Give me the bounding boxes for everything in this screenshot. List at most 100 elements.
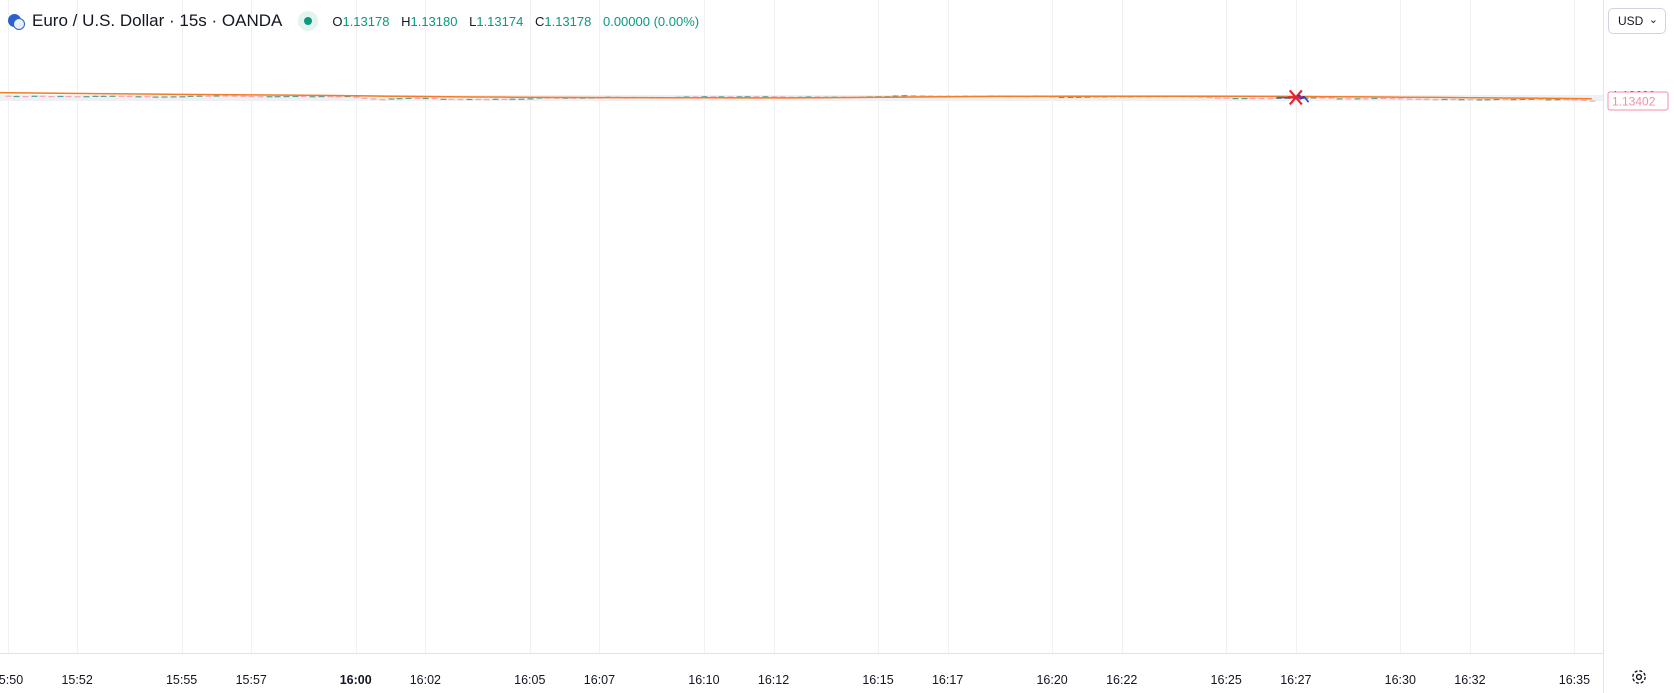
candle-up[interactable] — [100, 95, 107, 97]
candle-down[interactable] — [1258, 97, 1265, 100]
candle-down[interactable] — [1450, 98, 1457, 101]
status-dot-icon[interactable] — [298, 11, 319, 31]
candle-up[interactable] — [396, 98, 403, 100]
candle-up[interactable] — [1241, 97, 1248, 100]
candle-up[interactable] — [388, 98, 395, 100]
candle-down[interactable] — [448, 98, 455, 100]
candle-down[interactable] — [1249, 97, 1256, 100]
candle-up[interactable] — [1310, 97, 1317, 99]
candle-down[interactable] — [919, 95, 926, 97]
candle-down[interactable] — [1389, 97, 1396, 100]
candle-up[interactable] — [1354, 98, 1361, 100]
candle-up[interactable] — [1484, 99, 1491, 101]
candle-down[interactable] — [22, 95, 29, 98]
candle-down[interactable] — [361, 97, 368, 99]
candle-down[interactable] — [1319, 97, 1326, 99]
candle-up[interactable] — [718, 96, 725, 98]
candle-down[interactable] — [1415, 98, 1422, 100]
candle-down[interactable] — [240, 95, 247, 97]
candle-up[interactable] — [1336, 98, 1343, 100]
candle-up[interactable] — [83, 95, 90, 98]
candle-down[interactable] — [692, 96, 699, 98]
candle-up[interactable] — [1476, 99, 1483, 101]
candle-up[interactable] — [1510, 99, 1517, 101]
candle-down[interactable] — [379, 98, 386, 101]
gear-icon[interactable] — [1630, 668, 1648, 686]
candle-down[interactable] — [483, 98, 490, 101]
candle-down[interactable] — [248, 95, 255, 98]
candle-down[interactable] — [1397, 98, 1404, 100]
candle-down[interactable] — [771, 96, 778, 98]
candle-up[interactable] — [1458, 99, 1465, 101]
candle-down[interactable] — [1223, 97, 1230, 99]
candle-down[interactable] — [431, 97, 438, 100]
candle-up[interactable] — [309, 96, 316, 98]
candle-down[interactable] — [501, 98, 508, 100]
candle-down[interactable] — [1380, 97, 1387, 100]
candle-down[interactable] — [1467, 98, 1474, 101]
candle-down[interactable] — [753, 96, 760, 98]
candle-up[interactable] — [518, 98, 525, 100]
candle-down[interactable] — [39, 95, 46, 97]
candle-down[interactable] — [126, 95, 133, 98]
time-axis[interactable]: 15:50 15:52 15:55 15:57 16:00 16:02 16:05 16:07… — [0, 673, 1590, 687]
candle-down[interactable] — [1214, 97, 1221, 99]
candle-up[interactable] — [440, 98, 447, 100]
candle-up[interactable] — [744, 96, 751, 98]
candle-down[interactable] — [1423, 98, 1430, 101]
candle-down[interactable] — [1580, 99, 1587, 101]
candle-up[interactable] — [1232, 97, 1239, 100]
currency-button[interactable]: USD ⌄ — [1608, 8, 1666, 34]
candle-up[interactable] — [92, 95, 99, 98]
candle-up[interactable] — [422, 97, 429, 100]
candle-up[interactable] — [701, 96, 708, 98]
candle-down[interactable] — [1432, 98, 1439, 101]
candle-down[interactable] — [1206, 96, 1213, 99]
candle-down[interactable] — [475, 98, 482, 101]
candle-up[interactable] — [1371, 97, 1378, 100]
candle-down[interactable] — [231, 95, 238, 97]
candle-up[interactable] — [405, 97, 412, 99]
candle-down[interactable] — [257, 95, 264, 98]
candle-up[interactable] — [805, 96, 812, 98]
candle-down[interactable] — [144, 96, 151, 98]
candle-down[interactable] — [1571, 99, 1578, 101]
candle-down[interactable] — [205, 95, 212, 97]
candle-up[interactable] — [196, 95, 203, 97]
candle-down[interactable] — [370, 97, 377, 100]
candle-up[interactable] — [213, 95, 220, 97]
candle-down[interactable] — [222, 95, 229, 97]
candle-up[interactable] — [1493, 98, 1500, 101]
candle-down[interactable] — [74, 96, 81, 98]
candle-down[interactable] — [1406, 98, 1413, 100]
candle-up[interactable] — [901, 95, 908, 97]
candle-down[interactable] — [727, 96, 734, 98]
candle-up[interactable] — [736, 96, 743, 98]
candle-up[interactable] — [527, 98, 534, 100]
candle-up[interactable] — [762, 96, 769, 98]
candle-up[interactable] — [31, 95, 38, 97]
candle-down[interactable] — [5, 95, 12, 97]
symbol-title[interactable]: Euro / U.S. Dollar · 15s · OANDA — [32, 11, 283, 30]
candle-down[interactable] — [48, 96, 55, 98]
candle-up[interactable] — [13, 95, 20, 98]
candle-down[interactable] — [910, 95, 917, 97]
candle-up[interactable] — [274, 96, 281, 98]
candle-down[interactable] — [1502, 98, 1509, 101]
candle-down[interactable] — [457, 98, 464, 101]
candle-up[interactable] — [152, 96, 159, 98]
candle-up[interactable] — [135, 96, 142, 98]
candle-up[interactable] — [283, 95, 290, 98]
candle-up[interactable] — [109, 95, 116, 97]
candle-up[interactable] — [892, 95, 899, 97]
candle-up[interactable] — [57, 95, 64, 98]
candle-down[interactable] — [710, 95, 717, 98]
trade-markers[interactable] — [1276, 89, 1310, 106]
candle-up[interactable] — [266, 96, 273, 98]
candle-down[interactable] — [414, 97, 421, 99]
candle-up[interactable] — [179, 96, 186, 98]
candle-down[interactable] — [779, 96, 786, 98]
candle-up[interactable] — [1519, 98, 1526, 101]
candle-up[interactable] — [683, 96, 690, 98]
